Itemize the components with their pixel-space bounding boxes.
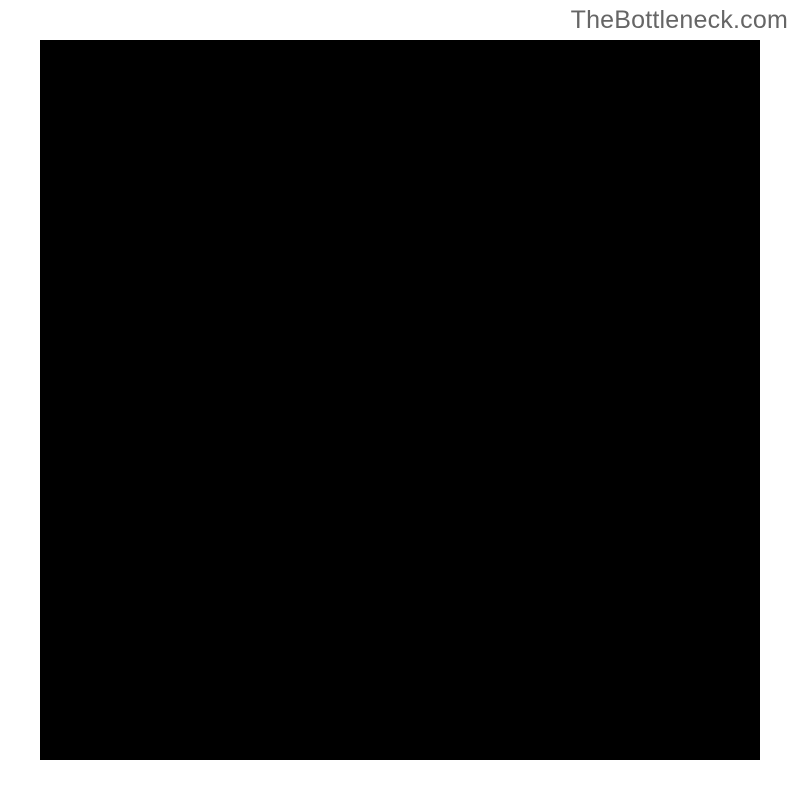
heatmap-canvas bbox=[40, 40, 760, 760]
watermark-text: TheBottleneck.com bbox=[571, 6, 788, 35]
bottleneck-heatmap bbox=[40, 40, 760, 760]
